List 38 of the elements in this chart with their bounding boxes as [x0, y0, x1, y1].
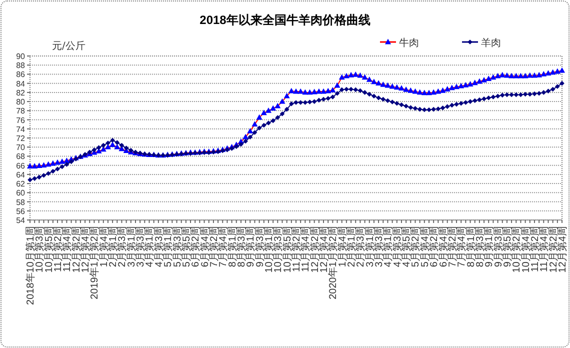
- legend-label: 羊肉: [481, 37, 501, 49]
- y-tick-label: 56: [16, 206, 26, 216]
- y-tick-label: 70: [16, 143, 26, 152]
- x-tick-label: 10月第5周: [42, 226, 55, 273]
- x-tick-label: 3月第1周: [364, 226, 376, 268]
- y-tick-label: 64: [16, 170, 26, 180]
- x-tick-label: 4月第3周: [391, 226, 404, 268]
- x-tick-label: 1月第4周: [98, 226, 110, 268]
- y-axis-title: 元/公斤: [52, 40, 86, 52]
- x-tick-label: 11月第2周: [290, 226, 302, 272]
- x-tick-label: 2018年10月第1周: [24, 226, 36, 305]
- x-tick-label: 12月第2周: [308, 226, 321, 273]
- x-tick-label: 12月第4周: [556, 226, 568, 273]
- x-tick-label: 12月第2周: [70, 226, 82, 273]
- y-tick-label: 68: [16, 152, 26, 162]
- x-tick-label: 4月第3周: [152, 226, 165, 268]
- x-tick-label: 3月第1周: [125, 226, 138, 268]
- y-tick-label: 86: [16, 70, 26, 80]
- x-tick-label: 5月第4周: [418, 226, 431, 268]
- y-tick-label: 54: [16, 216, 26, 225]
- chart-title: 2018年以来全国牛羊肉价格曲线: [200, 13, 370, 27]
- y-tick-label: 60: [16, 188, 26, 198]
- y-tick-label: 58: [16, 198, 26, 207]
- legend-label: 牛肉: [399, 37, 419, 49]
- x-tick-label: 10月第5周: [281, 226, 294, 273]
- y-tick-label: 66: [16, 161, 26, 170]
- y-tick-label: 82: [16, 88, 26, 98]
- y-tick-label: 80: [16, 98, 26, 107]
- y-tick-label: 84: [16, 79, 26, 88]
- y-tick-label: 74: [16, 124, 26, 134]
- y-tick-label: 90: [16, 52, 26, 61]
- y-tick-label: 78: [16, 106, 26, 116]
- x-tick-label: 1月第4周: [336, 226, 348, 268]
- x-tick-label: 12月第2周: [547, 226, 560, 273]
- y-tick-label: 88: [16, 61, 26, 70]
- y-tick-label: 62: [16, 180, 26, 189]
- y-tick-label: 76: [16, 116, 26, 125]
- y-tick-label: 72: [16, 134, 26, 143]
